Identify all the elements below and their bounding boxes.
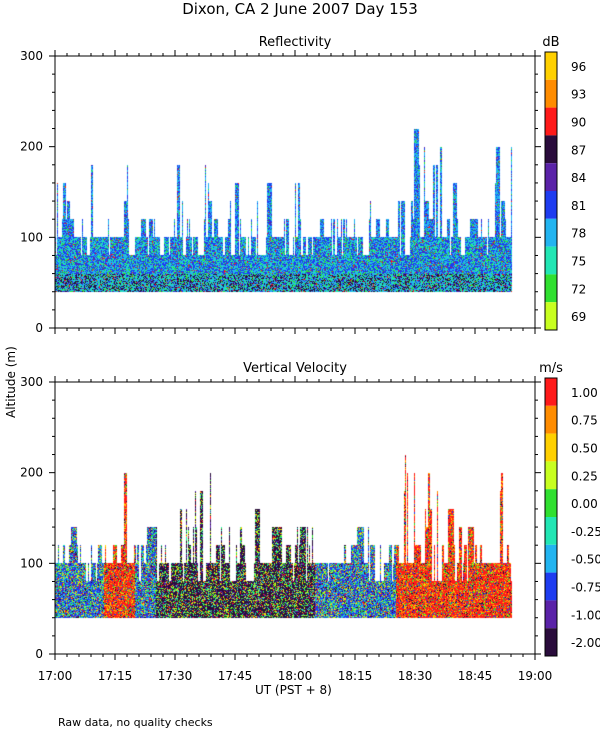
colorbar-swatch (545, 572, 557, 601)
panel-reflectivity: Reflectivity 0 100 200 300 dB 96 93 90 87 84 81 78 75… (20, 35, 586, 335)
colorbar-label: 96 (571, 60, 586, 74)
colorbar-swatch (545, 600, 557, 629)
colorbar-label: 0.50 (571, 442, 598, 456)
panel-vertical-velocity: Vertical Velocity 0 100 200 300 17:00 17:15 17:… (20, 361, 600, 683)
colorbar-label: 72 (571, 282, 586, 296)
colorbar-label: -1.00 (571, 608, 600, 622)
x-tick-label: 17:45 (218, 669, 253, 683)
colorbar-label: 69 (571, 310, 586, 324)
x-tick-label: 17:15 (98, 669, 133, 683)
colorbar-unit: dB (542, 35, 559, 50)
colorbar-label: 87 (571, 143, 586, 157)
heatmap-image (55, 382, 535, 654)
colorbar-label: 93 (571, 88, 586, 102)
colorbar-swatch (545, 52, 557, 80)
colorbar-label: 1.00 (571, 386, 598, 400)
colorbar-label: 84 (571, 171, 586, 185)
colorbar-label: -2.00 (571, 636, 600, 650)
y-tick-label: 100 (20, 230, 43, 244)
colorbar-swatch (545, 517, 557, 545)
colorbar-label: 75 (571, 255, 586, 269)
colorbar-swatch (545, 628, 557, 656)
y-tick-label: 300 (20, 49, 43, 63)
colorbar-frame (544, 377, 558, 657)
colorbar-swatch (545, 79, 557, 108)
colorbar-label: 0.75 (571, 414, 598, 428)
colorbar-swatch (545, 218, 557, 247)
colorbar-swatch (545, 405, 557, 434)
colorbar-label: -0.75 (571, 581, 600, 595)
colorbar-label: 90 (571, 116, 586, 130)
colorbar-swatch (545, 274, 557, 303)
colorbar-swatch (545, 489, 557, 517)
y-tick-label: 0 (35, 321, 43, 335)
colorbar-label: 78 (571, 227, 586, 241)
y-tick-label: 0 (35, 647, 43, 661)
y-tick-label: 300 (20, 375, 43, 389)
colorbar-swatch (545, 461, 557, 490)
colorbar-swatch (545, 246, 557, 275)
y-tick-label: 100 (20, 556, 43, 570)
colorbar-label: 0.00 (571, 497, 598, 511)
y-axis-label: Altitude (m) (4, 346, 18, 418)
x-tick-label: 19:00 (518, 669, 553, 683)
panel-title: Reflectivity (259, 35, 332, 50)
colorbar-swatch (545, 544, 557, 573)
x-axis-label: UT (PST + 8) (255, 683, 332, 697)
x-tick-label: 17:30 (158, 669, 193, 683)
colorbar-swatch (545, 302, 557, 330)
colorbar-swatch (545, 191, 557, 219)
colorbar-unit: m/s (539, 361, 563, 376)
colorbar-label: 0.25 (571, 469, 598, 483)
footnote: Raw data, no quality checks (58, 716, 213, 729)
x-tick-label: 18:00 (278, 669, 313, 683)
y-tick-label: 200 (20, 140, 43, 154)
x-tick-label: 18:45 (458, 669, 493, 683)
figure-title: Dixon, CA 2 June 2007 Day 153 (182, 0, 418, 18)
colorbar-label: -0.50 (571, 553, 600, 567)
x-tick-label: 18:15 (338, 669, 373, 683)
colorbar-swatch (545, 107, 557, 136)
x-tick-label: 17:00 (38, 669, 73, 683)
y-tick-label: 200 (20, 466, 43, 480)
colorbar-swatch (545, 163, 557, 191)
heatmap-image (55, 56, 535, 328)
colorbar-swatch (545, 135, 557, 164)
colorbar-swatch (545, 378, 557, 406)
panel-title: Vertical Velocity (243, 361, 347, 376)
x-tick-label: 18:30 (398, 669, 433, 683)
colorbar-label: -0.25 (571, 525, 600, 539)
colorbar-frame (544, 51, 558, 331)
colorbar-swatch (545, 433, 557, 462)
colorbar-label: 81 (571, 199, 586, 213)
